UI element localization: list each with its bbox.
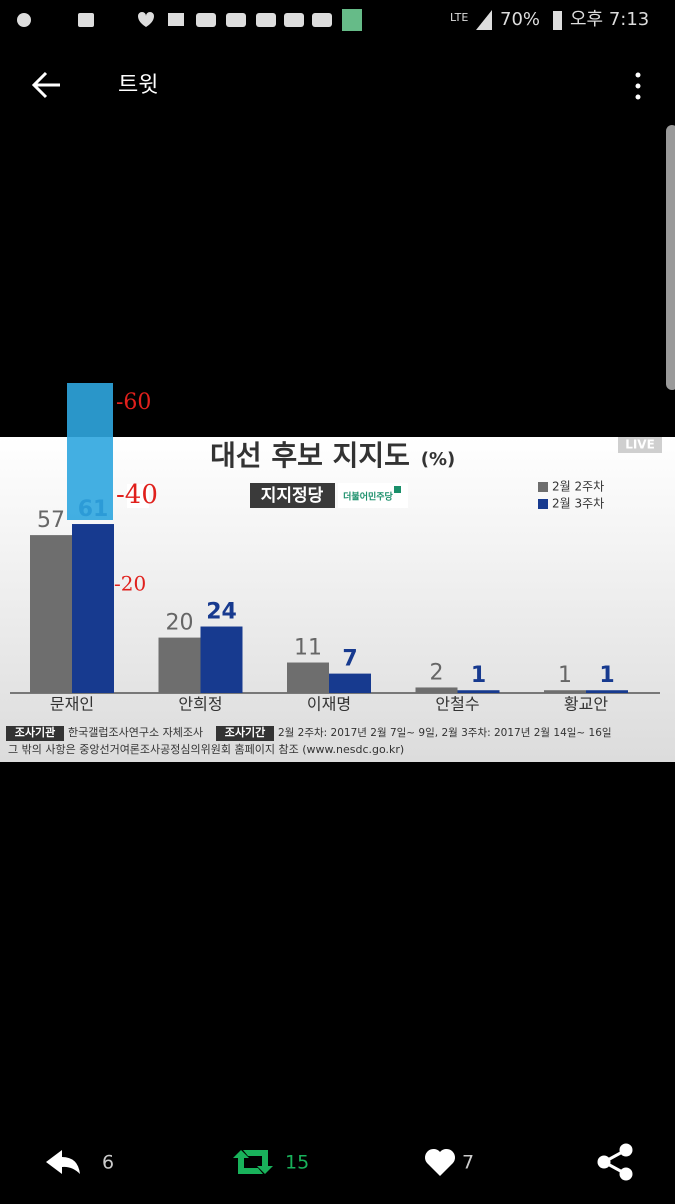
annotation: -40 bbox=[116, 480, 158, 510]
legend-label: 2월 3주차 bbox=[552, 497, 604, 511]
bar bbox=[586, 690, 628, 693]
menu-button[interactable] bbox=[635, 72, 641, 100]
logo-mark bbox=[394, 486, 401, 493]
retweet-count: 15 bbox=[285, 1152, 309, 1174]
footer-period-label: 조사기간 bbox=[225, 725, 265, 739]
x-tick-label: 안희정 bbox=[178, 695, 222, 714]
annotation: -60 bbox=[116, 390, 151, 415]
x-tick-label: 안철수 bbox=[435, 695, 479, 714]
bar bbox=[30, 535, 72, 693]
status-icons bbox=[17, 9, 562, 31]
share-button[interactable] bbox=[597, 1143, 633, 1181]
legend-label: 2월 2주차 bbox=[552, 480, 604, 494]
footer-tag bbox=[6, 726, 64, 741]
reply-button[interactable] bbox=[46, 1150, 80, 1174]
bar bbox=[287, 662, 329, 693]
chart-title: 대선 후보 지지도 bbox=[210, 439, 410, 472]
scroll-edge bbox=[666, 125, 675, 390]
live-label: LIVE bbox=[625, 438, 655, 452]
legend-swatch bbox=[538, 482, 548, 492]
live-box bbox=[618, 437, 662, 453]
legend-swatch bbox=[538, 499, 548, 509]
bar bbox=[158, 637, 201, 693]
value-label: 1 bbox=[599, 663, 614, 688]
scribble bbox=[67, 383, 113, 520]
footer-period: 2월 2주차: 2017년 2월 7일~ 9일, 2월 3주차: 2017년 2… bbox=[278, 726, 612, 739]
value-label: 57 bbox=[37, 508, 65, 533]
value-label: 2 bbox=[430, 660, 444, 685]
bar bbox=[544, 690, 586, 693]
clock: 오후 7:13 bbox=[570, 9, 649, 30]
bar bbox=[457, 690, 500, 693]
party-logo: 더불어민주당 bbox=[343, 491, 393, 503]
value-label: 1 bbox=[471, 663, 486, 688]
value-label: 24 bbox=[206, 600, 237, 625]
bar bbox=[329, 673, 371, 693]
header-title: 트윗 bbox=[118, 73, 158, 98]
value-label: 1 bbox=[558, 663, 572, 688]
footer-note: 그 밖의 사항은 중앙선거여론조사공정심의위원회 홈페이지 참조 (www.ne… bbox=[8, 742, 404, 756]
footer-org: 한국갤럽조사연구소 자체조사 bbox=[68, 725, 203, 739]
footer-tag bbox=[216, 726, 274, 741]
reply-count: 6 bbox=[102, 1152, 114, 1174]
value-label: 11 bbox=[294, 636, 322, 661]
retweet-button[interactable] bbox=[233, 1150, 273, 1174]
battery: 70% bbox=[500, 9, 540, 30]
x-tick-label: 이재명 bbox=[307, 695, 351, 714]
bar bbox=[200, 626, 243, 693]
badge: 지지정당 bbox=[261, 486, 324, 506]
bar bbox=[72, 524, 114, 693]
back-button[interactable] bbox=[31, 71, 60, 99]
annotation: -20 bbox=[114, 572, 146, 596]
value-label: 7 bbox=[342, 647, 357, 672]
annotation-patch bbox=[127, 484, 149, 508]
value-label: 20 bbox=[166, 611, 194, 636]
chart-title-unit: (%) bbox=[421, 449, 456, 470]
x-tick-label: 문재인 bbox=[50, 695, 94, 714]
x-tick-label: 황교안 bbox=[564, 695, 608, 714]
network: LTE bbox=[450, 11, 468, 24]
bar bbox=[415, 687, 458, 693]
footer-org-label: 조사기관 bbox=[15, 725, 55, 739]
badge-box bbox=[250, 483, 335, 508]
like-button[interactable] bbox=[424, 1148, 456, 1176]
like-count: 7 bbox=[462, 1152, 474, 1174]
